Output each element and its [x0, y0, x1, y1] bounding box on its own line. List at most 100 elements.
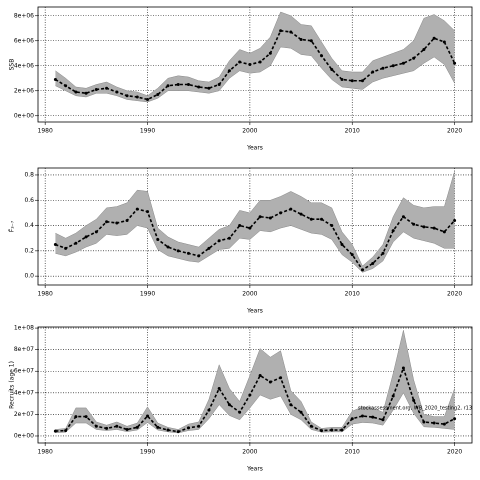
point — [146, 98, 150, 101]
point — [74, 415, 78, 419]
point — [53, 429, 57, 433]
x-tick-label: 2010 — [345, 291, 360, 298]
point — [217, 239, 221, 243]
point — [299, 212, 303, 216]
point — [289, 403, 293, 407]
point — [84, 415, 88, 419]
point — [207, 408, 211, 412]
point — [453, 61, 457, 65]
point — [146, 414, 150, 418]
point — [94, 230, 98, 234]
point — [84, 91, 88, 95]
band-lower — [55, 225, 455, 273]
point — [207, 86, 211, 90]
point — [401, 366, 405, 370]
x-tick-label: 1990 — [140, 291, 155, 298]
point — [381, 66, 385, 70]
x-tick-label: 1980 — [38, 128, 53, 135]
point — [258, 215, 262, 219]
point — [422, 48, 426, 51]
point — [84, 235, 88, 239]
point — [412, 398, 416, 402]
point — [320, 54, 324, 58]
point — [309, 424, 313, 428]
point — [289, 207, 293, 211]
point — [74, 241, 78, 245]
annotation: stockassessment.org, WB_2020_testing2, r… — [358, 406, 478, 412]
point — [381, 251, 385, 255]
y-tick-label: 0.4 — [24, 222, 34, 229]
point — [258, 60, 262, 64]
y-tick-label: 6e+07 — [14, 368, 34, 375]
y-tick-label: 8e+07 — [14, 346, 34, 353]
point — [176, 249, 180, 253]
median-line — [55, 208, 456, 271]
point — [391, 394, 395, 398]
x-tick-label: 2020 — [447, 449, 462, 456]
point — [238, 224, 242, 228]
plot-area: stockassessment.org, WB_2020_testing2, r… — [53, 330, 478, 434]
point — [432, 36, 436, 40]
y-tick-label: 0.2 — [24, 247, 34, 254]
band-upper — [55, 171, 455, 267]
point — [166, 245, 170, 249]
point — [156, 237, 160, 241]
point — [217, 83, 221, 86]
point — [115, 424, 119, 428]
point — [53, 78, 57, 81]
y-tick-label: 4e+07 — [14, 389, 34, 396]
point — [166, 428, 170, 432]
point — [350, 253, 354, 257]
point — [135, 207, 139, 211]
median-line — [54, 29, 456, 101]
plot-frame — [37, 6, 473, 123]
point — [320, 217, 324, 221]
point — [115, 90, 119, 94]
x-tick-label: 2020 — [447, 128, 462, 135]
y-tick-label: 0e+00 — [14, 112, 34, 119]
point — [381, 418, 385, 422]
confidence-band — [55, 330, 455, 433]
point — [412, 56, 416, 60]
point — [135, 425, 139, 429]
median-line — [55, 365, 455, 433]
point — [125, 218, 129, 222]
x-tick-label: 2010 — [345, 449, 360, 456]
point — [156, 93, 160, 96]
point — [105, 220, 109, 224]
point — [340, 78, 344, 81]
y-tick-label: 4e+06 — [14, 62, 34, 69]
point — [186, 251, 190, 255]
point — [186, 426, 190, 430]
y-tick-label: 2e+06 — [14, 87, 34, 94]
y-tick-label: 8e+06 — [14, 12, 34, 19]
point — [64, 429, 68, 433]
point — [371, 415, 375, 419]
point — [320, 429, 324, 433]
point — [105, 426, 109, 430]
point — [289, 30, 293, 34]
plot-frame — [37, 326, 473, 444]
x-tick-label: 1980 — [38, 449, 53, 456]
point — [197, 85, 201, 89]
point — [105, 86, 109, 90]
point — [453, 417, 457, 421]
point — [350, 417, 354, 421]
point — [360, 414, 364, 418]
x-tick-label: 1990 — [140, 449, 155, 456]
point — [227, 236, 231, 240]
point — [64, 84, 68, 88]
point — [125, 428, 129, 432]
point — [197, 424, 201, 428]
point — [391, 64, 395, 68]
x-axis-label: Years — [246, 145, 263, 152]
point — [340, 428, 344, 432]
point — [146, 210, 150, 214]
point — [125, 94, 129, 98]
point — [248, 226, 252, 230]
y-tick-label: 2e+07 — [14, 411, 34, 418]
point — [227, 403, 231, 407]
point — [422, 420, 426, 424]
confidence-band — [55, 12, 455, 102]
